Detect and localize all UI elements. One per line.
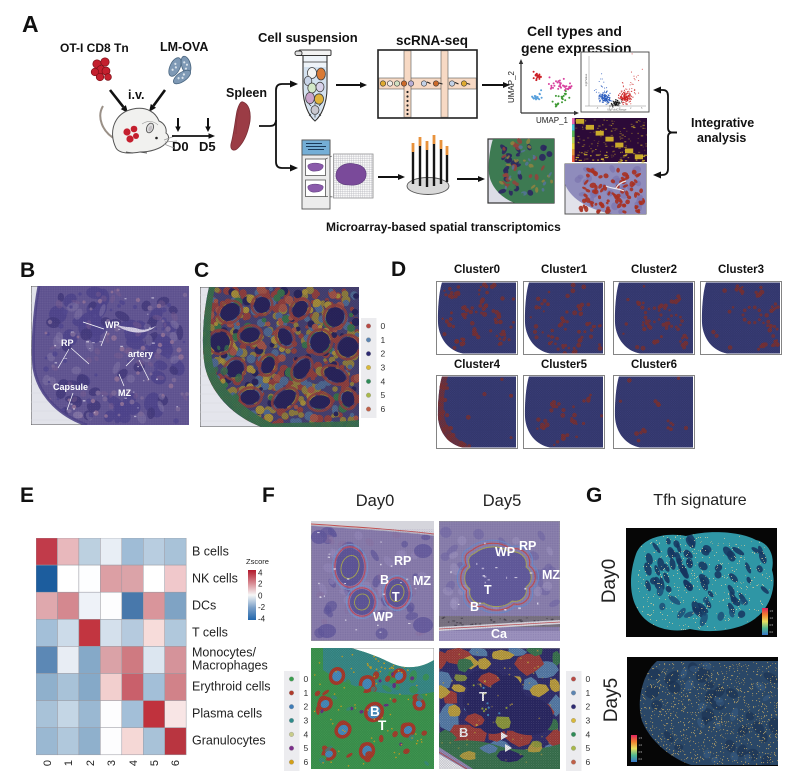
svg-text:0: 0 bbox=[619, 107, 621, 110]
svg-text:0: 0 bbox=[258, 592, 263, 601]
svg-text:0.0: 0.0 bbox=[639, 758, 643, 761]
svg-text:0.0: 0.0 bbox=[770, 631, 774, 634]
svg-text:T: T bbox=[484, 583, 492, 597]
svg-text:3: 3 bbox=[586, 716, 591, 726]
svg-text:UMAP_1: UMAP_1 bbox=[536, 116, 569, 125]
svg-text:-5: -5 bbox=[596, 107, 599, 110]
svg-text:5: 5 bbox=[586, 743, 591, 753]
svg-text:-2: -2 bbox=[608, 107, 611, 110]
svg-text:2: 2 bbox=[258, 580, 263, 589]
svg-text:0: 0 bbox=[586, 674, 591, 684]
svg-text:MZ: MZ bbox=[413, 574, 431, 588]
svg-text:RP: RP bbox=[61, 338, 74, 348]
svg-text:1.5: 1.5 bbox=[770, 610, 774, 613]
svg-text:UMAP_2: UMAP_2 bbox=[507, 70, 516, 103]
svg-text:1.0: 1.0 bbox=[639, 744, 643, 747]
svg-text:1: 1 bbox=[381, 335, 386, 345]
svg-text:1.0: 1.0 bbox=[770, 617, 774, 620]
svg-text:1.5: 1.5 bbox=[639, 737, 643, 740]
svg-text:3: 3 bbox=[304, 716, 309, 726]
svg-text:-4: -4 bbox=[258, 615, 266, 624]
svg-text:6: 6 bbox=[586, 757, 591, 767]
svg-text:1: 1 bbox=[586, 688, 591, 698]
svg-text:2: 2 bbox=[381, 349, 386, 359]
svg-text:MZ: MZ bbox=[118, 388, 131, 398]
svg-text:Ca: Ca bbox=[491, 627, 508, 641]
svg-text:5: 5 bbox=[304, 743, 309, 753]
svg-text:4: 4 bbox=[381, 376, 386, 386]
svg-text:B: B bbox=[370, 704, 380, 719]
svg-text:2: 2 bbox=[304, 702, 309, 712]
svg-text:6: 6 bbox=[381, 404, 386, 414]
svg-text:-2: -2 bbox=[258, 603, 266, 612]
svg-text:5: 5 bbox=[381, 390, 386, 400]
svg-text:4: 4 bbox=[586, 729, 591, 739]
svg-text:4: 4 bbox=[258, 569, 263, 578]
svg-text:T: T bbox=[392, 590, 400, 604]
svg-text:0.5: 0.5 bbox=[770, 624, 774, 627]
svg-text:0: 0 bbox=[304, 674, 309, 684]
svg-text:WP: WP bbox=[373, 610, 393, 624]
svg-text:2: 2 bbox=[630, 107, 632, 110]
svg-text:logFoldChange: logFoldChange bbox=[608, 108, 627, 112]
svg-text:Capsule: Capsule bbox=[53, 382, 88, 392]
svg-text:B: B bbox=[380, 573, 389, 587]
svg-text:artery: artery bbox=[128, 349, 153, 359]
svg-text:Zscore: Zscore bbox=[246, 557, 269, 566]
svg-text:logPValue: logPValue bbox=[584, 73, 588, 86]
svg-text:MZ: MZ bbox=[542, 568, 560, 582]
svg-text:0.5: 0.5 bbox=[639, 751, 643, 754]
svg-text:1: 1 bbox=[304, 688, 309, 698]
svg-text:RP: RP bbox=[519, 539, 536, 553]
svg-text:4: 4 bbox=[304, 729, 309, 739]
svg-text:RP: RP bbox=[394, 554, 411, 568]
svg-text:6: 6 bbox=[304, 757, 309, 767]
svg-text:WP: WP bbox=[105, 320, 120, 330]
svg-text:3: 3 bbox=[381, 363, 386, 373]
svg-text:WP: WP bbox=[495, 545, 515, 559]
svg-text:2: 2 bbox=[586, 702, 591, 712]
svg-text:B: B bbox=[470, 600, 479, 614]
svg-text:T: T bbox=[378, 718, 387, 733]
svg-text:0: 0 bbox=[381, 321, 386, 331]
svg-text:5: 5 bbox=[641, 107, 643, 110]
